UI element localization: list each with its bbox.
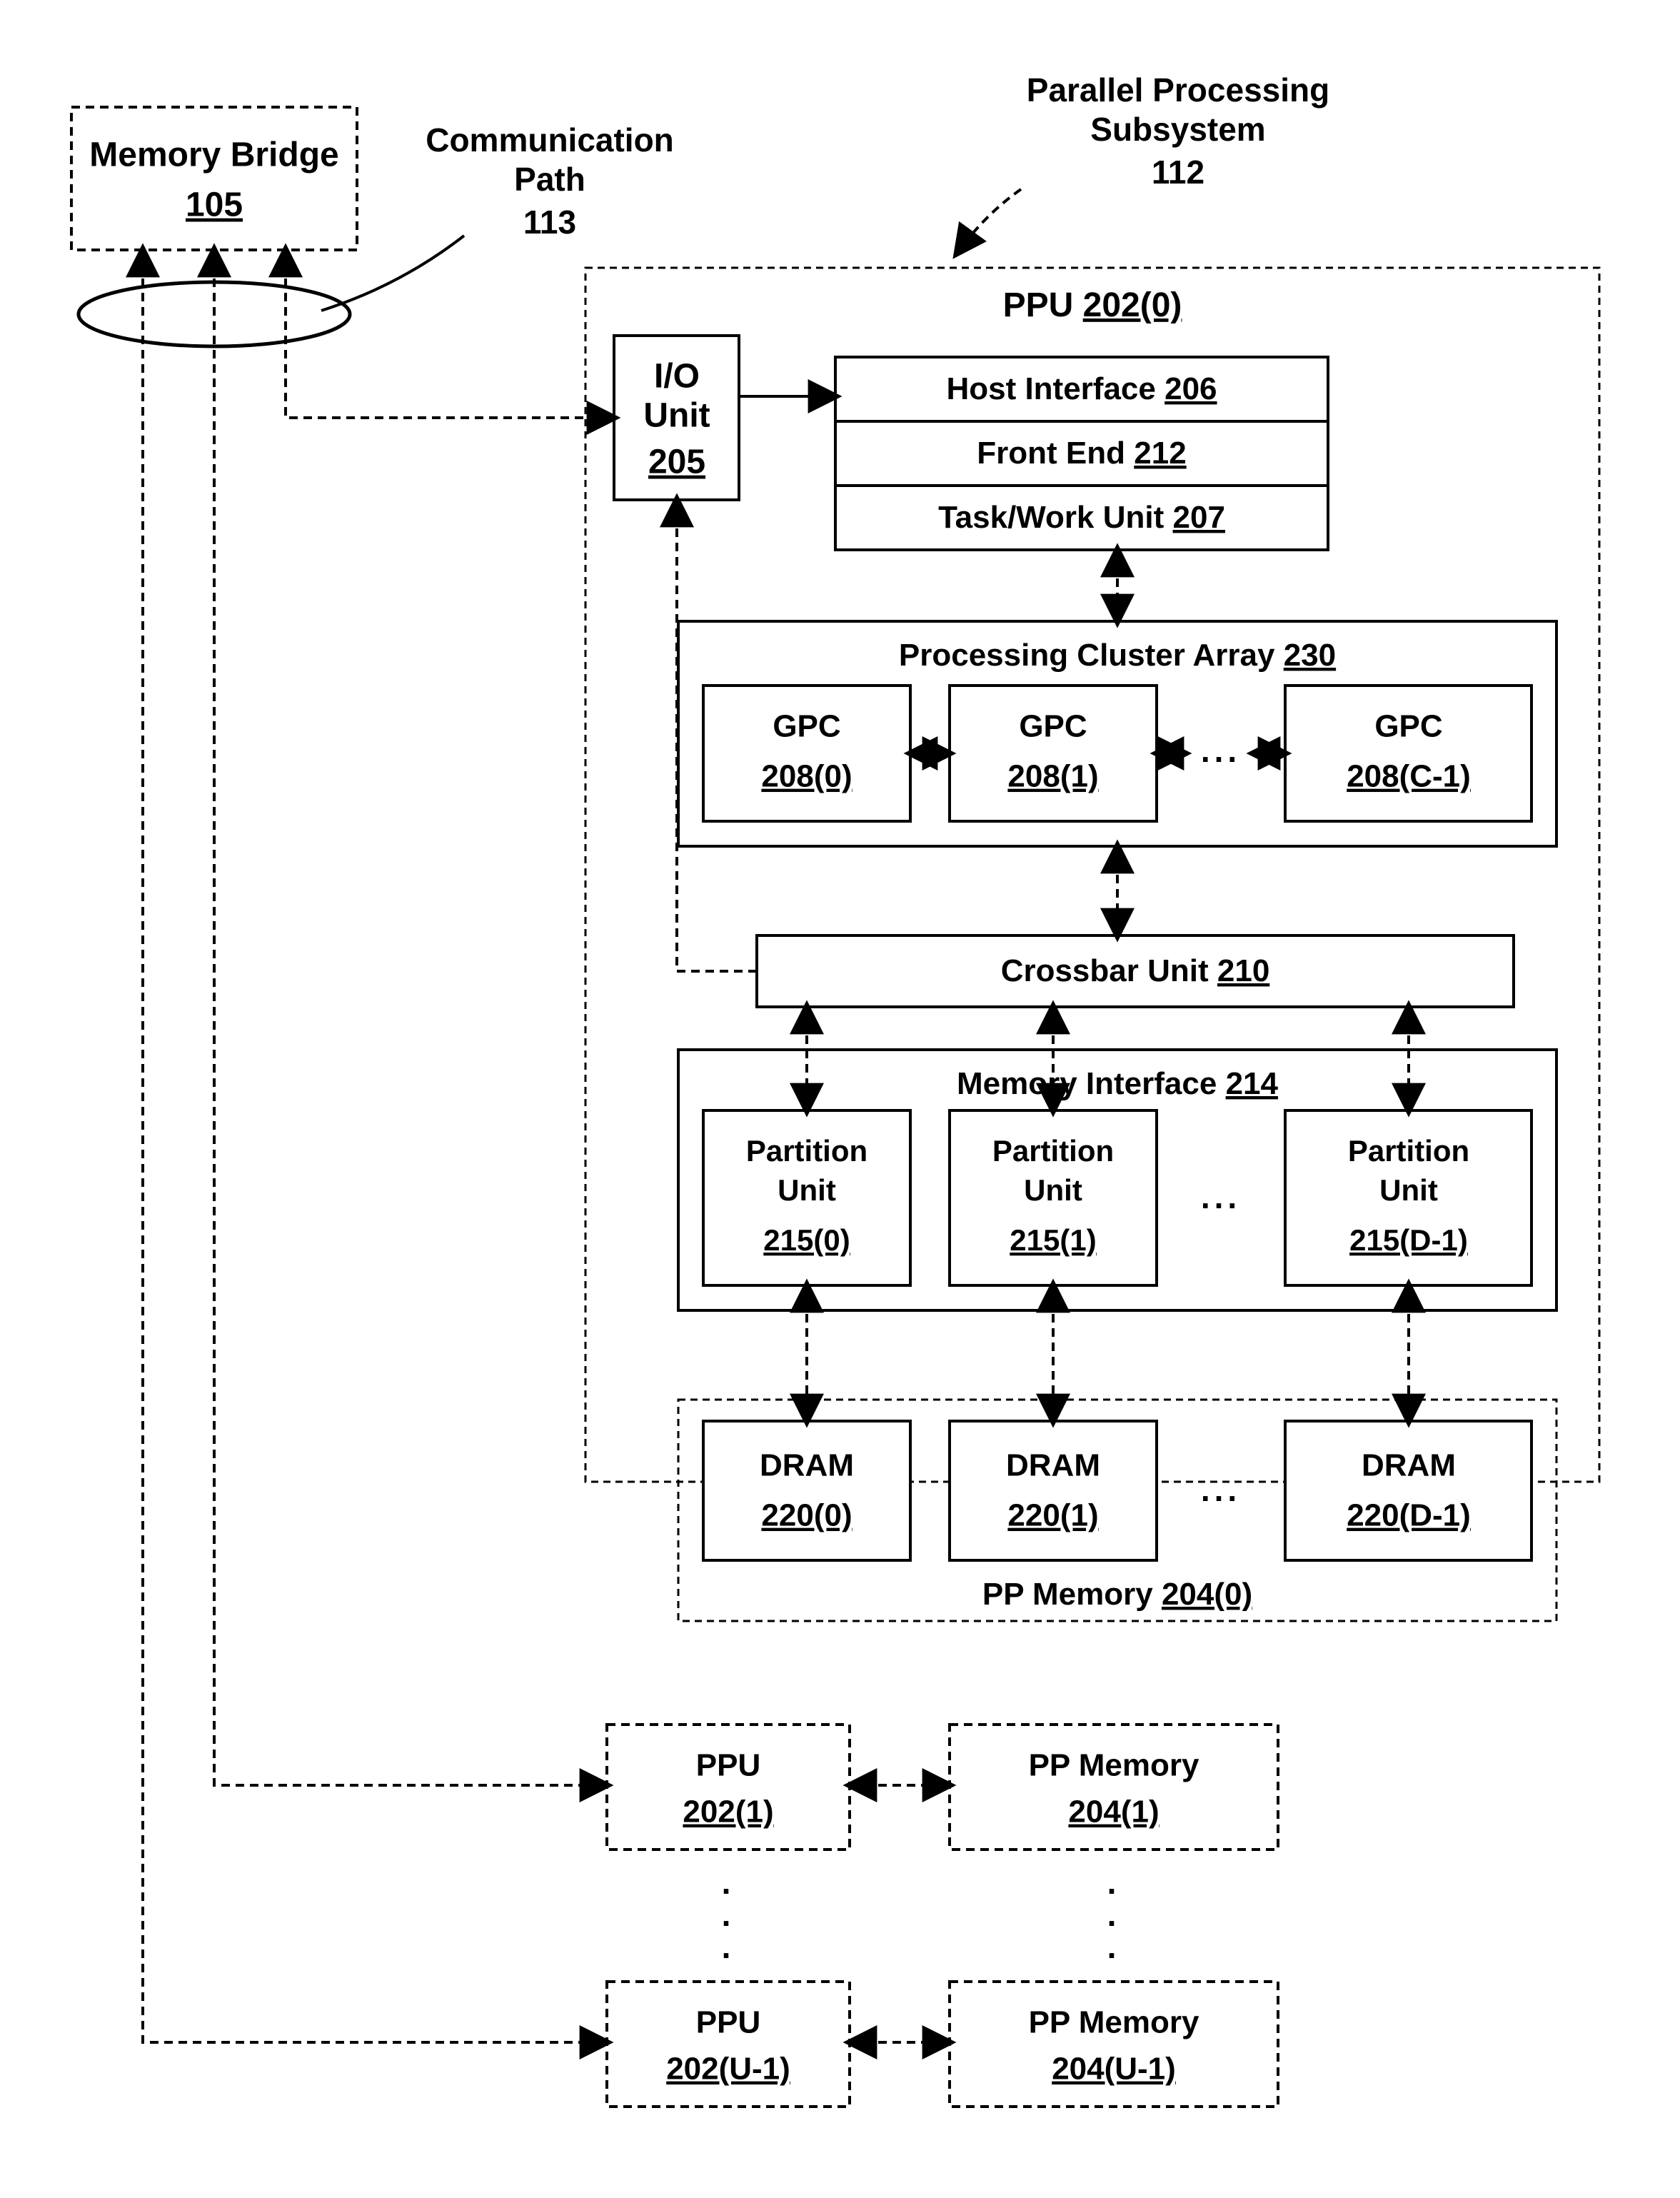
partition-2-l2: Unit <box>1379 1173 1438 1207</box>
task-work-text: Task/Work Unit 207 <box>938 500 1225 535</box>
ppu-1-ref: 202(1) <box>683 1795 773 1830</box>
gpc-0-box <box>703 686 910 821</box>
dram-ellipsis: ... <box>1201 1471 1241 1508</box>
crossbar-text: Crossbar Unit 210 <box>1001 953 1270 988</box>
gpc-1-box <box>950 686 1157 821</box>
dram-0-box <box>703 1421 910 1560</box>
partition-2-ref: 215(D-1) <box>1349 1223 1468 1257</box>
comm-path-ref: 113 <box>523 204 576 241</box>
pp-mem-u1-box <box>950 1982 1278 2107</box>
svg-text:.: . <box>722 1928 735 1965</box>
gpc-2-box <box>1285 686 1531 821</box>
partition-0-l2: Unit <box>778 1173 836 1207</box>
subsystem-label-1: Parallel Processing <box>1027 71 1329 109</box>
pp-mem-1-box <box>950 1725 1278 1850</box>
ppu-1-box <box>607 1725 850 1850</box>
ppu-u1-box <box>607 1982 850 2107</box>
dram-1-label: DRAM <box>1006 1448 1100 1483</box>
io-unit-label-2: Unit <box>643 397 710 435</box>
gpc-0-label: GPC <box>773 709 840 744</box>
dram-2-ref: 220(D-1) <box>1347 1498 1471 1533</box>
partition-2-l1: Partition <box>1348 1134 1469 1168</box>
gpc-ellipsis: ... <box>1201 732 1241 769</box>
dram-0-ref: 220(0) <box>761 1498 852 1533</box>
dram-0-label: DRAM <box>760 1448 854 1483</box>
gpc-1-ref: 208(1) <box>1007 759 1098 794</box>
gpc-1-label: GPC <box>1019 709 1087 744</box>
diagram-canvas: Memory Bridge 105 Communication Path 113… <box>0 0 1680 2198</box>
comm-path-label-1: Communication <box>426 121 674 159</box>
gpc-2-label: GPC <box>1374 709 1442 744</box>
partition-0-l1: Partition <box>746 1134 867 1168</box>
dram-1-box <box>950 1421 1157 1560</box>
io-unit-ref: 205 <box>648 443 705 481</box>
memory-bridge-ref: 105 <box>186 186 243 224</box>
dram-1-ref: 220(1) <box>1007 1498 1098 1533</box>
io-unit-label-1: I/O <box>654 358 700 396</box>
ppu-1-label: PPU <box>696 1748 760 1783</box>
ppu0-title: PPU 202(0) <box>1003 286 1182 324</box>
memory-bridge-box <box>71 107 357 250</box>
subsystem-ref: 112 <box>1152 154 1204 191</box>
dram-2-box <box>1285 1421 1531 1560</box>
pp-memory-0-title: PP Memory 204(0) <box>982 1577 1252 1612</box>
partition-1-l2: Unit <box>1024 1173 1082 1207</box>
pp-mem-1-ref: 204(1) <box>1068 1795 1159 1830</box>
host-if-text: Host Interface 206 <box>946 371 1217 406</box>
mem-if-title: Memory Interface 214 <box>957 1066 1279 1101</box>
gpc-2-ref: 208(C-1) <box>1347 759 1471 794</box>
ppu-u1-ref: 202(U-1) <box>666 2052 790 2087</box>
dram-2-label: DRAM <box>1362 1448 1456 1483</box>
pp-mem-1-label: PP Memory <box>1029 1748 1199 1783</box>
memory-bridge-label: Memory Bridge <box>89 136 338 174</box>
pp-mem-u1-label: PP Memory <box>1029 2005 1199 2040</box>
pp-mem-u1-ref: 204(U-1) <box>1052 2052 1176 2087</box>
front-end-text: Front End 212 <box>977 436 1186 471</box>
svg-text:.: . <box>1107 1928 1121 1965</box>
ppu-u1-label: PPU <box>696 2005 760 2040</box>
partition-ellipsis: ... <box>1201 1178 1241 1215</box>
gpc-0-ref: 208(0) <box>761 759 852 794</box>
partition-0-ref: 215(0) <box>763 1223 850 1257</box>
comm-path-label-2: Path <box>514 161 585 198</box>
cluster-array-title: Processing Cluster Array 230 <box>899 638 1336 673</box>
partition-1-ref: 215(1) <box>1010 1223 1096 1257</box>
partition-1-l1: Partition <box>992 1134 1114 1168</box>
subsystem-label-2: Subsystem <box>1090 111 1265 148</box>
